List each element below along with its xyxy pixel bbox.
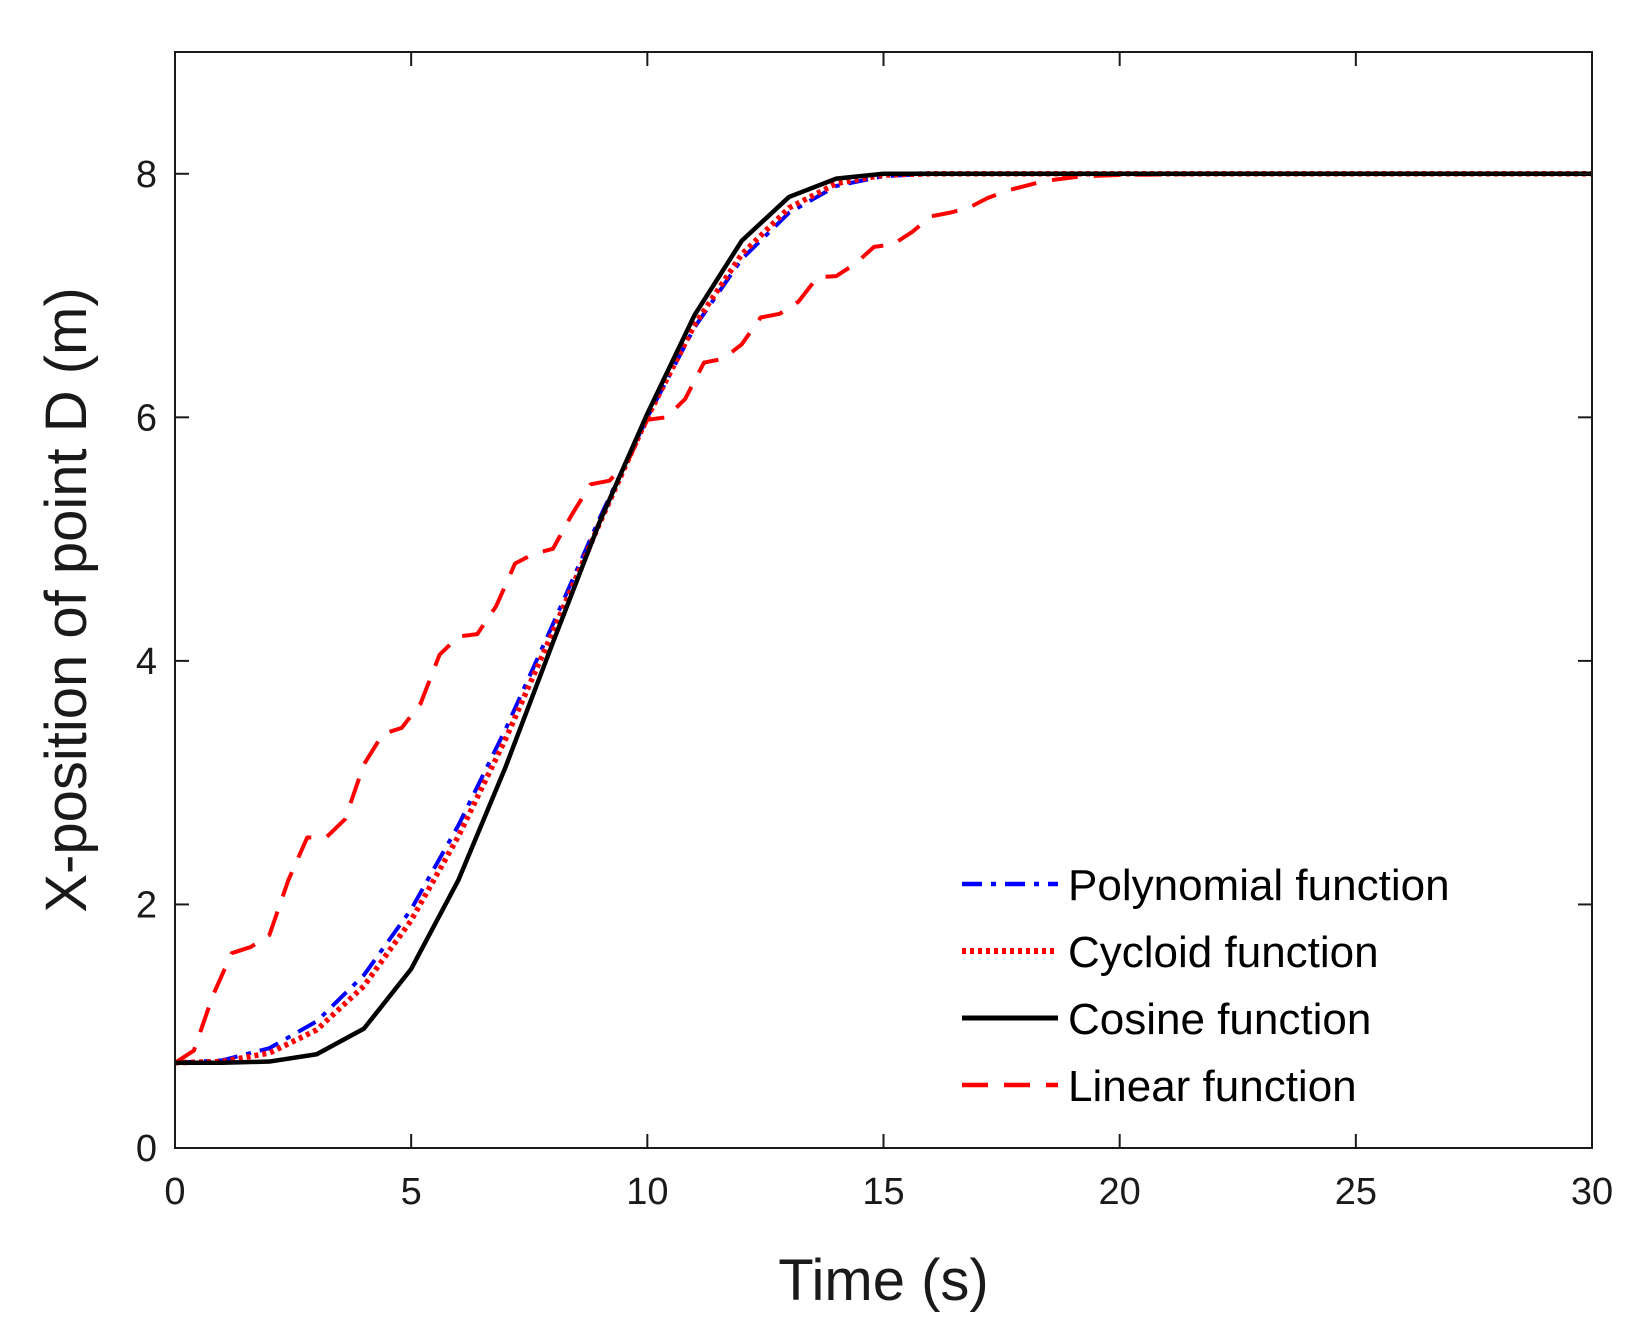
legend-label: Polynomial function	[1068, 861, 1450, 910]
y-tick-label: 6	[136, 397, 157, 439]
y-tick-label: 2	[136, 884, 157, 926]
y-tick-label: 8	[136, 154, 157, 196]
x-tick-label: 0	[164, 1171, 185, 1213]
x-tick-label: 15	[862, 1171, 904, 1213]
legend-label: Cosine function	[1068, 995, 1371, 1044]
legend-label: Cycloid function	[1068, 928, 1379, 977]
x-tick-label: 25	[1335, 1171, 1377, 1213]
x-axis-title: Time (s)	[778, 1248, 988, 1313]
legend-label: Linear function	[1068, 1062, 1357, 1111]
series-layer	[173, 171, 1592, 1066]
series-line-linear-function	[173, 171, 1592, 1065]
ticks-layer	[174, 52, 1593, 1149]
x-tick-label: 20	[1099, 1171, 1141, 1213]
x-tick-label: 10	[626, 1171, 668, 1213]
y-tick-label: 4	[136, 641, 157, 683]
legend: Polynomial function Cycloid function Cosin…	[962, 861, 1450, 1111]
y-tick-label: 0	[136, 1128, 157, 1170]
plot-area	[175, 52, 1592, 1148]
x-tick-label: 5	[401, 1171, 422, 1213]
series-line-polynomial-function	[174, 171, 1592, 1065]
x-tick-label: 30	[1571, 1171, 1613, 1213]
y-axis-title: X-position of point D (m)	[34, 287, 99, 912]
tick-labels-layer: 0 5 10 15 20 25 30 0 2 4 6 8	[136, 154, 1613, 1213]
series-line-cosine-function	[175, 171, 1592, 1066]
